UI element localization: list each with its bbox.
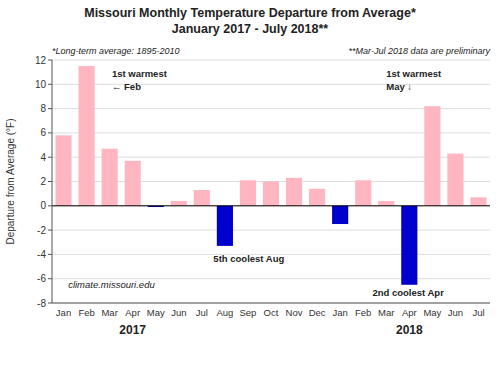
- bar: [447, 154, 463, 206]
- note: *Long-term average: 1895-2010: [52, 46, 180, 56]
- bar: [309, 189, 325, 206]
- axis-label: Departure from Average (°F): [5, 118, 16, 244]
- grid-line: [52, 303, 490, 304]
- grid-line: [52, 60, 490, 61]
- annotation: May ↓: [386, 81, 412, 92]
- tick-label: Oct: [264, 307, 279, 318]
- annotation: 1st warmest: [386, 68, 442, 79]
- tick-label: -8: [37, 298, 46, 309]
- grid-line: [52, 230, 490, 231]
- bar: [378, 201, 394, 206]
- tick-label: 8: [40, 103, 46, 114]
- zero-line: [52, 205, 490, 206]
- bar: [470, 197, 486, 206]
- tick-mark: [48, 278, 52, 279]
- tick-mark: [48, 108, 52, 109]
- tick-mark: [48, 157, 52, 158]
- tick-label: Aug: [216, 307, 233, 318]
- year-label: 2018: [396, 323, 423, 337]
- note: **Mar-Jul 2018 data are preliminary: [349, 46, 491, 56]
- tick-label: 2: [40, 176, 46, 187]
- tick-label: Jul: [472, 307, 484, 318]
- annotation: 2nd coolest Apr: [372, 287, 444, 298]
- tick-label: Jul: [196, 307, 208, 318]
- bar: [171, 201, 187, 206]
- tick-label: Dec: [309, 307, 326, 318]
- bar: [102, 149, 118, 206]
- tick-label: May: [147, 307, 165, 318]
- chart: Missouri Monthly Temperature Departure f…: [0, 0, 500, 365]
- tick-mark: [48, 230, 52, 231]
- tick-label: Jan: [56, 307, 71, 318]
- tick-label: Feb: [355, 307, 371, 318]
- bar: [286, 178, 302, 206]
- tick-label: Nov: [286, 307, 303, 318]
- year-label: 2017: [119, 323, 146, 337]
- subtitle: January 2017 - July 2018**: [172, 22, 328, 36]
- tick-label: Jun: [448, 307, 463, 318]
- y-axis-line: [52, 60, 53, 303]
- x-axis-line: [52, 303, 490, 304]
- bar: [263, 182, 279, 206]
- tick-label: -4: [37, 249, 46, 260]
- annotation: ← Feb: [112, 81, 141, 92]
- title: Missouri Monthly Temperature Departure f…: [84, 6, 416, 20]
- tick-label: Sep: [239, 307, 256, 318]
- tick-label: -6: [37, 273, 46, 284]
- tick-mark: [48, 205, 52, 206]
- website: climate.missouri.edu: [68, 279, 155, 290]
- grid-line: [52, 205, 490, 206]
- bar: [79, 66, 95, 206]
- tick-label: Mar: [101, 307, 117, 318]
- bar: [424, 106, 440, 206]
- bar: [332, 206, 348, 224]
- bar: [401, 206, 417, 285]
- tick-label: Apr: [125, 307, 140, 318]
- bars: [55, 66, 486, 285]
- tick-label: May: [423, 307, 441, 318]
- tick-mark: [48, 303, 52, 304]
- tick-label: 0: [40, 200, 46, 211]
- tick-mark: [48, 254, 52, 255]
- tick-label: 10: [35, 79, 47, 90]
- tick-label: 12: [35, 55, 47, 66]
- tick-label: Mar: [378, 307, 394, 318]
- bar: [355, 180, 371, 206]
- tick-label: 4: [40, 152, 46, 163]
- bar: [194, 190, 210, 206]
- tick-label: Feb: [78, 307, 94, 318]
- tick-label: Jun: [171, 307, 186, 318]
- annotation: 1st warmest: [112, 68, 168, 79]
- grid: [52, 60, 490, 303]
- tick-label: Jan: [332, 307, 347, 318]
- bar: [240, 180, 256, 206]
- tick-mark: [48, 60, 52, 61]
- tick-mark: [48, 181, 52, 182]
- tick-label: -2: [37, 225, 46, 236]
- annotation: 5th coolest Aug: [213, 253, 284, 264]
- bar: [55, 135, 71, 205]
- bar: [217, 206, 233, 246]
- bar: [125, 161, 141, 206]
- tick-label: 6: [40, 127, 46, 138]
- tick-mark: [48, 132, 52, 133]
- tick-mark: [48, 84, 52, 85]
- tick-label: Apr: [402, 307, 417, 318]
